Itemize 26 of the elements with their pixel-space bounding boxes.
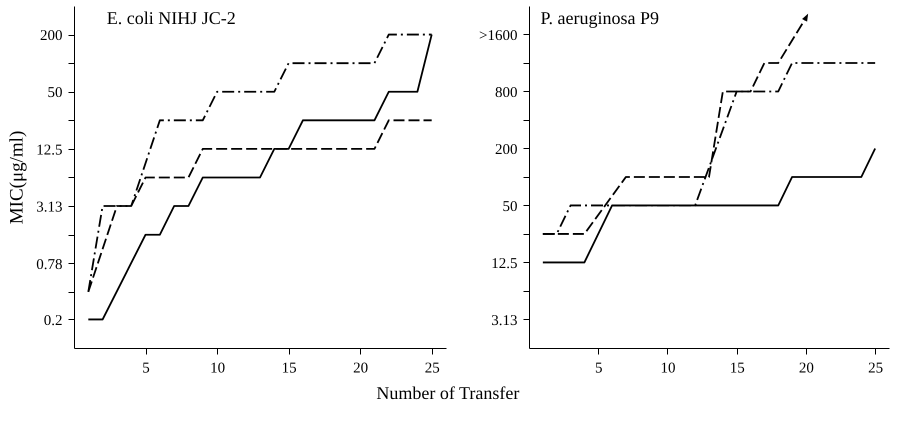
y-tick-label: 3.13: [491, 312, 518, 329]
y-tick-label: 800: [495, 84, 518, 101]
x-tick-label: 5: [142, 360, 150, 376]
y-tick-label: 200: [495, 142, 518, 158]
x-tick-label: 20: [798, 360, 814, 376]
x-tick-label: 25: [424, 360, 440, 376]
x-axis-title: Number of Transfer: [376, 383, 520, 403]
x-tick-label: 25: [868, 360, 884, 376]
y-tick-label: >1600: [479, 28, 518, 44]
x-tick-label: 10: [660, 360, 676, 376]
chart-title: E. coli NIHJ JC-2: [106, 8, 236, 28]
y-tick-label: 200: [40, 28, 62, 44]
y-tick-label: 0.78: [36, 256, 62, 273]
x-tick-label: 15: [730, 360, 745, 376]
x-tick-label: 5: [594, 360, 602, 376]
y-tick-label: 0.2: [44, 312, 62, 329]
y-tick-label: 50: [48, 85, 62, 102]
x-tick-label: 10: [210, 360, 226, 376]
y-tick-label: 12.5: [36, 142, 62, 158]
chart-title: P. aeruginosa P9: [540, 8, 660, 28]
y-tick-label: 3.13: [36, 200, 62, 216]
x-tick-label: 20: [353, 360, 368, 376]
y-axis-title: MIC(μg/ml): [6, 130, 28, 224]
y-tick-label: 12.5: [491, 256, 518, 272]
y-tick-label: 50: [502, 198, 518, 215]
x-tick-label: 15: [282, 360, 297, 376]
